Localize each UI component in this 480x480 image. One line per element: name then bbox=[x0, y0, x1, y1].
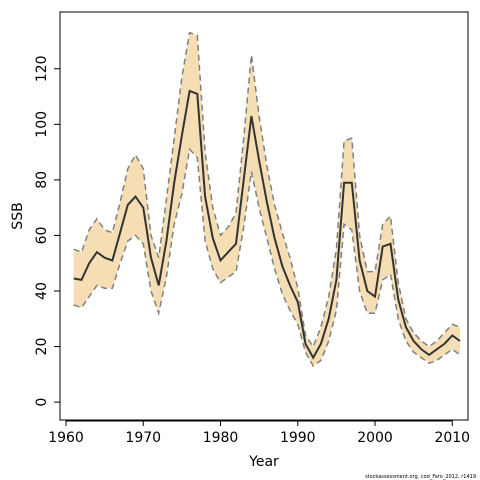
lower-bound-line bbox=[73, 147, 461, 368]
y-tick-label: 100 bbox=[34, 111, 50, 138]
x-axis: 1960 1970 1980 1990 2000 2010 bbox=[48, 420, 470, 446]
x-tick-label: 2000 bbox=[357, 430, 393, 446]
x-tick-label: 1970 bbox=[125, 430, 161, 446]
y-tick-label: 40 bbox=[34, 282, 50, 300]
y-tick-label: 60 bbox=[34, 227, 50, 245]
y-axis: 0 20 40 60 80 100 120 bbox=[34, 55, 61, 407]
x-axis-title: Year bbox=[248, 454, 279, 470]
x-tick-label: 1980 bbox=[203, 430, 239, 446]
ssb-estimate-line bbox=[73, 89, 461, 360]
y-tick-label: 120 bbox=[34, 55, 50, 82]
x-tick-label: 2010 bbox=[434, 430, 470, 446]
y-tick-label: 0 bbox=[34, 398, 50, 407]
y-tick-label: 20 bbox=[34, 338, 50, 356]
x-tick-label: 1990 bbox=[280, 430, 316, 446]
y-axis-title: SSB bbox=[10, 202, 26, 229]
x-tick-label: 1960 bbox=[48, 430, 84, 446]
y-tick-label: 80 bbox=[34, 171, 50, 189]
upper-bound-line bbox=[73, 31, 461, 349]
series-lines-layer bbox=[73, 31, 461, 368]
footnote: stockassessment.org, cod_Faro_2012, r141… bbox=[365, 474, 476, 480]
